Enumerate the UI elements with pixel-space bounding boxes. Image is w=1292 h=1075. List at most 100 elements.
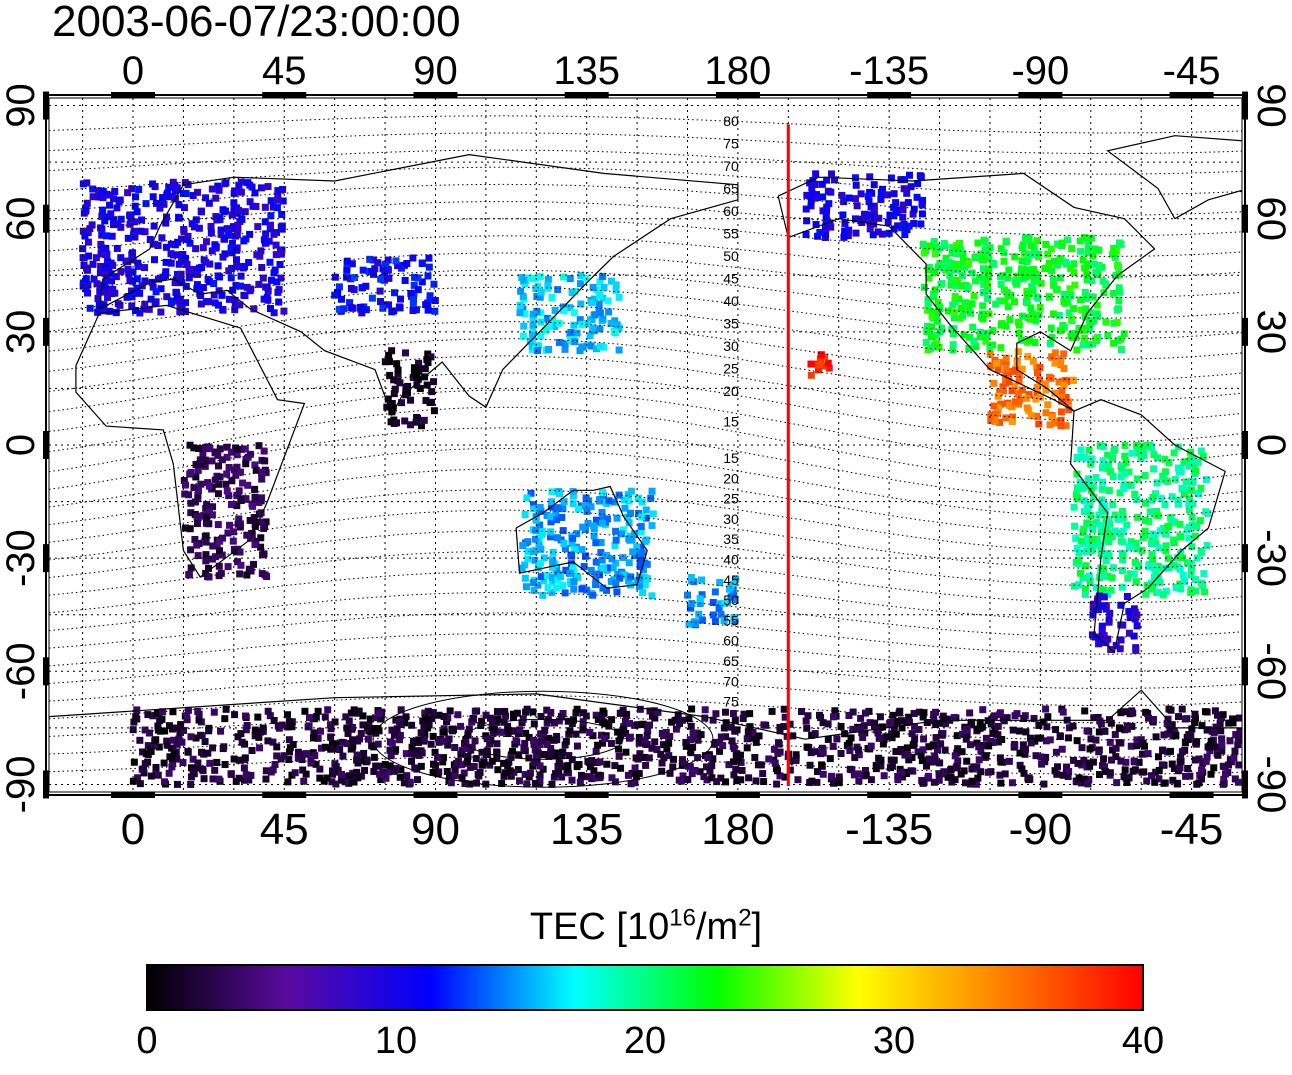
tec-cell — [1109, 501, 1117, 509]
tec-cell — [1130, 757, 1138, 765]
tec-cell — [202, 519, 210, 527]
tec-cell — [102, 232, 110, 240]
tec-cell — [407, 396, 415, 404]
tec-cell — [1084, 249, 1092, 257]
tec-cell — [545, 323, 553, 331]
tec-cell — [278, 210, 286, 218]
tec-cell — [279, 197, 287, 205]
tec-cell — [263, 283, 271, 291]
tec-cell — [180, 227, 188, 235]
tec-cell — [706, 767, 714, 775]
tec-cell — [548, 293, 556, 301]
tec-cell — [99, 206, 107, 214]
tec-cell — [424, 707, 432, 715]
tec-cell — [1004, 303, 1012, 311]
tec-cell — [132, 713, 140, 721]
tec-cell — [160, 200, 168, 208]
tec-cell — [924, 346, 932, 354]
lat-tick-left — [43, 431, 49, 459]
tec-cell — [227, 244, 235, 252]
tec-cell — [102, 251, 110, 259]
tec-cell — [409, 300, 417, 308]
tec-cell — [560, 498, 568, 506]
tec-cell — [1113, 247, 1121, 255]
coastline — [75, 304, 306, 578]
tec-cell — [570, 321, 578, 329]
tec-cell — [870, 206, 878, 214]
tec-cell — [1009, 726, 1017, 734]
tec-cell — [1182, 478, 1190, 486]
tec-cell — [689, 729, 697, 737]
tec-cell — [1001, 770, 1009, 778]
tec-cell — [1013, 279, 1021, 287]
tec-cell — [241, 445, 249, 453]
tec-cell — [966, 709, 974, 717]
tec-cell — [857, 190, 865, 198]
tec-cell — [1130, 632, 1138, 640]
tec-cell — [570, 578, 578, 586]
tec-cell — [1034, 369, 1042, 377]
tec-cell — [1058, 745, 1066, 753]
maglat-label: 60 — [723, 203, 739, 219]
tec-cell — [536, 741, 544, 749]
tec-cell — [420, 735, 428, 743]
tec-cell — [1091, 245, 1099, 253]
tec-cell — [272, 251, 280, 259]
tec-cell — [1086, 309, 1094, 317]
tec-cell — [1028, 310, 1036, 318]
tec-cell — [274, 191, 282, 199]
tec-cell — [599, 564, 607, 572]
tec-cell — [997, 245, 1005, 253]
tec-cell — [730, 614, 738, 622]
tec-cell — [909, 741, 917, 749]
tec-cell — [1000, 257, 1008, 265]
tec-cell — [131, 233, 139, 241]
tec-cell — [948, 249, 956, 257]
tec-cell — [1103, 464, 1111, 472]
tec-cell — [811, 730, 819, 738]
tec-cell — [521, 574, 529, 582]
tec-cell — [1067, 292, 1075, 300]
tec-cell — [935, 770, 943, 778]
tec-cell — [96, 269, 104, 277]
tec-cell — [552, 749, 560, 757]
tec-cell — [187, 733, 195, 741]
tec-cell — [1060, 350, 1068, 358]
tec-cell — [550, 773, 558, 781]
tec-cell — [302, 770, 310, 778]
tec-cell — [309, 734, 317, 742]
tec-cell — [924, 300, 932, 308]
tec-cell — [217, 727, 225, 735]
tec-cell — [629, 548, 637, 556]
tec-cell — [101, 282, 109, 290]
tec-cell — [1222, 770, 1230, 778]
tec-cell — [1231, 747, 1239, 755]
maglat-contour — [49, 591, 1242, 638]
tec-cell — [951, 292, 959, 300]
tec-cell — [205, 199, 213, 207]
tec-cell — [396, 731, 404, 739]
tec-cell — [203, 298, 211, 306]
tec-cell — [1030, 278, 1038, 286]
tec-cell — [152, 298, 160, 306]
tec-cell — [1092, 474, 1100, 482]
tec-cell — [641, 537, 649, 545]
tec-cell — [672, 725, 680, 733]
tec-cell — [573, 329, 581, 337]
tec-cell — [454, 711, 462, 719]
tec-cell — [982, 337, 990, 345]
tec-cell — [1177, 585, 1185, 593]
tec-cell — [440, 728, 448, 736]
tec-cell — [642, 740, 650, 748]
lon-tick-bottom — [1018, 792, 1063, 798]
tec-cell — [773, 767, 781, 775]
tec-cell — [1100, 550, 1108, 558]
tec-cell — [657, 750, 665, 758]
tec-cell — [659, 732, 667, 740]
tec-region-africa — [180, 441, 271, 581]
tec-cell — [206, 260, 214, 268]
tec-cell — [97, 250, 105, 258]
tec-cell — [537, 309, 545, 317]
tec-cell — [899, 206, 907, 214]
tec-cell — [384, 395, 392, 403]
